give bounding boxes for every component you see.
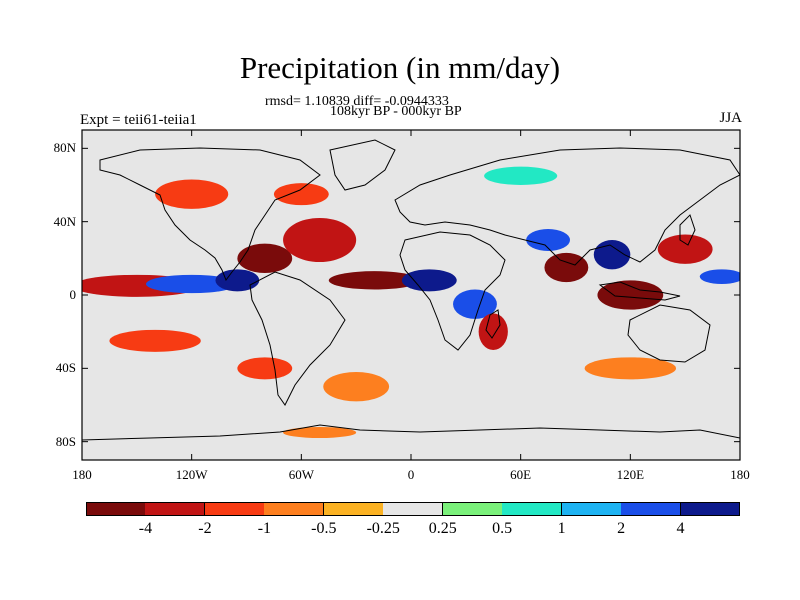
coastline-japan [679,214,696,246]
coastlines [82,139,740,441]
anomaly-region [155,179,229,209]
coastline-madagascar [485,309,501,339]
x-tick-label: 0 [407,467,415,482]
anomaly-region [597,280,664,310]
stats-line: rmsd= 1.10839 diff= -0.0944333 [265,94,449,109]
anomaly-region [283,218,357,262]
axis-ticks [81,130,741,460]
colorbar-label: 0.25 [428,520,457,537]
coastline-eurasia [394,147,740,266]
x-tick-label: 180 [72,467,92,482]
anomaly-region [328,271,421,290]
anomaly-region [401,269,457,292]
x-tick-label: 120E [616,467,645,482]
anomaly-region [544,252,589,283]
colorbar-swatch [442,502,503,516]
colorbar-swatch [145,502,206,516]
y-tick-label: 40N [53,213,76,229]
coastline-north-america [99,147,321,282]
anomaly-region [237,357,293,380]
coastline-africa [399,231,506,351]
colorbar-swatch [204,502,265,516]
anomaly-region [215,269,260,292]
colorbar-swatch [383,502,444,516]
colorbar-label: -0.25 [366,520,400,537]
chart-title: Precipitation (in mm/day) [239,50,561,85]
x-tick-label: 180 [730,467,750,482]
colorbar-swatch [680,502,741,516]
anomaly-region [484,166,558,185]
anomaly-region [323,372,390,402]
anomaly-layer [82,166,740,438]
coastline-australia [627,304,711,363]
y-tick-label: 80S [55,433,76,449]
y-tick-label: 80N [53,140,76,156]
colorbar-swatch [621,502,682,516]
anomaly-region [657,234,713,264]
anomaly-region [453,289,497,319]
x-tick-label: 60E [510,467,532,482]
x-tick-label: 120W [175,467,208,482]
colorbar-label: 2 [617,520,626,537]
colorbar-label: -1 [257,520,272,537]
colorbar-label: -4 [138,520,153,537]
anomaly-region [237,243,293,273]
colorbar-label: -0.5 [311,520,337,537]
y-tick-label: 40S [55,360,76,376]
anomaly-region [145,274,238,294]
anomaly-region [478,313,508,350]
anomaly-region [526,229,571,251]
colorbar-swatch [86,502,146,516]
season-label: JJA [719,110,742,126]
colorbar-swatch [502,502,563,516]
colorbar-swatch [323,502,384,516]
experiment-label: Expt = teii61-teiia1 [80,112,197,128]
anomaly-region [593,240,631,270]
coastline-antarctica [82,424,740,441]
coastline-greenland [329,139,396,191]
anomaly-region [584,357,677,380]
anomaly-region [273,183,329,206]
period-line: 108kyr BP - 000kyr BP [330,104,462,119]
colorbar-label: -2 [198,520,212,537]
x-tick-label: 60W [288,467,314,482]
colorbar-label: 4 [676,520,685,537]
colorbar-label: 0.5 [492,520,513,537]
anomaly-region [283,427,357,438]
colorbar-swatch [264,502,325,516]
anomaly-region [109,329,201,352]
colorbar-swatch [561,502,622,516]
coastline-indonesia [598,281,681,301]
coastline-south-america [249,271,346,406]
colorbar-label: 1 [557,520,566,537]
y-tick-label: 0 [69,287,77,302]
anomaly-region [699,269,740,284]
